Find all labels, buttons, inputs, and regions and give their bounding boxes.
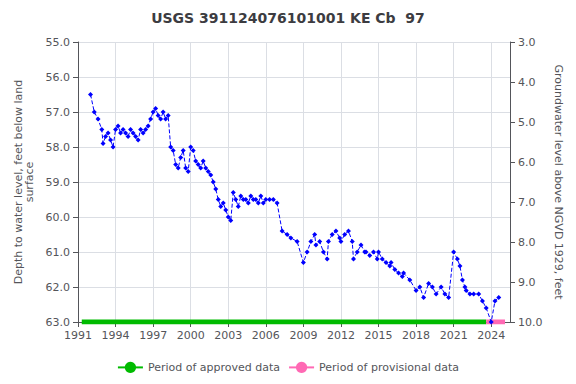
svg-text:2000: 2000 xyxy=(177,329,205,342)
svg-text:1994: 1994 xyxy=(102,329,130,342)
svg-text:2015: 2015 xyxy=(365,329,393,342)
svg-text:2024: 2024 xyxy=(477,329,505,342)
svg-text:57.0: 57.0 xyxy=(46,106,71,119)
svg-text:Period of approved data: Period of approved data xyxy=(148,361,280,374)
svg-text:62.0: 62.0 xyxy=(46,281,71,294)
svg-text:9.0: 9.0 xyxy=(518,276,536,289)
svg-text:55.0: 55.0 xyxy=(46,36,71,49)
svg-text:1991: 1991 xyxy=(64,329,92,342)
svg-text:Depth to water level, feet bel: Depth to water level, feet below land xyxy=(11,79,25,285)
svg-text:USGS 391124076101001 KE Cb 97: USGS 391124076101001 KE Cb 97 xyxy=(151,10,425,26)
svg-text:Period of provisional data: Period of provisional data xyxy=(319,361,459,374)
svg-text:7.0: 7.0 xyxy=(518,196,536,209)
svg-text:1997: 1997 xyxy=(139,329,167,342)
svg-text:Groundwater level above NGVD 1: Groundwater level above NGVD 1929, feet xyxy=(552,64,565,300)
svg-text:2003: 2003 xyxy=(214,329,242,342)
svg-text:4.0: 4.0 xyxy=(518,76,536,89)
svg-text:2018: 2018 xyxy=(402,329,430,342)
svg-text:63.0: 63.0 xyxy=(46,316,71,329)
svg-text:6.0: 6.0 xyxy=(518,156,536,169)
svg-text:surface: surface xyxy=(23,161,36,202)
svg-text:2012: 2012 xyxy=(327,329,355,342)
svg-text:2006: 2006 xyxy=(252,329,280,342)
svg-text:2009: 2009 xyxy=(289,329,317,342)
svg-text:59.0: 59.0 xyxy=(46,176,71,189)
svg-text:61.0: 61.0 xyxy=(46,246,71,259)
svg-text:56.0: 56.0 xyxy=(46,71,71,84)
svg-text:10.0: 10.0 xyxy=(518,316,543,329)
svg-text:60.0: 60.0 xyxy=(46,211,71,224)
svg-text:8.0: 8.0 xyxy=(518,236,536,249)
svg-text:58.0: 58.0 xyxy=(46,141,71,154)
svg-text:5.0: 5.0 xyxy=(518,116,536,129)
svg-text:2021: 2021 xyxy=(440,329,468,342)
svg-text:3.0: 3.0 xyxy=(518,36,536,49)
